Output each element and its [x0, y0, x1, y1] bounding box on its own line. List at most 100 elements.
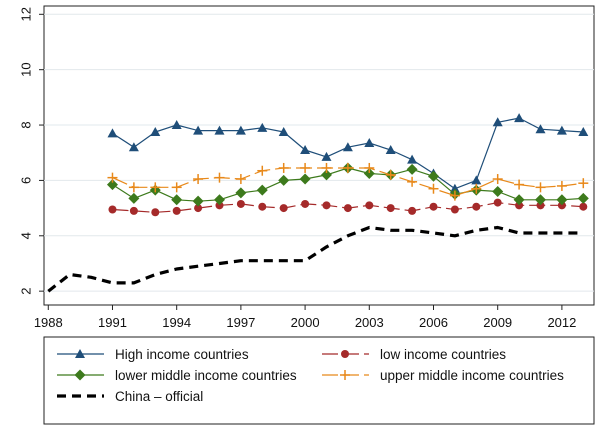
- plus-marker: [407, 176, 418, 187]
- x-tick-label: 2012: [547, 315, 576, 330]
- series-1: [108, 198, 588, 217]
- plus-marker: [385, 169, 396, 180]
- circle-marker: [493, 198, 502, 207]
- x-tick-label: 2006: [419, 315, 448, 330]
- triangle-marker: [535, 124, 546, 134]
- y-tick-label: 10: [18, 62, 33, 76]
- plus-marker: [193, 174, 204, 185]
- triangle-marker: [257, 122, 268, 132]
- legend-box: [43, 336, 595, 425]
- diamond-marker: [192, 195, 204, 207]
- y-tick-label: 6: [18, 177, 33, 184]
- x-tick-label: 2000: [291, 315, 320, 330]
- diamond-marker: [213, 194, 225, 206]
- x-tick-label: 1988: [34, 315, 63, 330]
- plus-marker: [364, 162, 375, 173]
- triangle-marker: [128, 142, 139, 152]
- triangle-marker: [107, 128, 118, 138]
- axis-layer: 2 4 6 8 10 12 1988 1991 1994 1997 2000 2003 2006 2009…: [18, 7, 576, 330]
- plus-marker: [578, 178, 589, 189]
- plus-marker: [535, 182, 546, 193]
- circle-marker: [536, 201, 545, 210]
- circle-marker: [215, 201, 224, 210]
- triangle-marker: [150, 126, 161, 136]
- plus-marker: [214, 172, 225, 183]
- plus-marker: [300, 162, 311, 173]
- diamond-marker: [74, 369, 86, 381]
- circle-marker: [129, 206, 138, 215]
- plus-marker: [514, 179, 525, 190]
- triangle-marker: [407, 154, 418, 164]
- legend-label: upper middle income countries: [380, 368, 564, 383]
- grid-layer: [44, 13, 594, 292]
- triangle-marker: [556, 125, 567, 135]
- diamond-marker: [363, 167, 375, 179]
- circle-marker: [108, 205, 117, 214]
- series-4: [47, 225, 584, 293]
- legend-item-2: lower middle income countries: [57, 368, 297, 383]
- diamond-marker: [320, 169, 332, 181]
- diamond-marker: [171, 194, 183, 206]
- circle-marker: [408, 206, 417, 215]
- diamond-marker: [278, 174, 290, 186]
- x-tick-label: 2003: [355, 315, 384, 330]
- x-tick-label: 1991: [98, 315, 127, 330]
- triangle-marker: [75, 349, 85, 358]
- diamond-marker: [534, 194, 546, 206]
- x-tick-label: 2009: [483, 315, 512, 330]
- triangle-marker: [514, 113, 525, 123]
- plus-marker: [171, 182, 182, 193]
- diamond-marker: [128, 192, 140, 204]
- legend-label: lower middle income countries: [115, 368, 297, 383]
- triangle-marker: [321, 151, 332, 161]
- diamond-marker: [577, 192, 589, 204]
- plus-marker: [342, 162, 353, 173]
- circle-marker: [322, 201, 331, 210]
- plus-marker: [150, 182, 161, 193]
- plus-marker: [428, 183, 439, 194]
- plus-marker: [471, 183, 482, 194]
- circle-marker: [579, 202, 588, 211]
- legend-label: China – official: [115, 389, 203, 404]
- plus-marker: [556, 180, 567, 191]
- triangle-marker: [492, 117, 503, 127]
- plus-marker: [449, 190, 460, 201]
- triangle-marker: [300, 144, 311, 154]
- circle-marker: [450, 205, 459, 214]
- diamond-marker: [106, 179, 118, 191]
- triangle-marker: [342, 142, 353, 152]
- series-layer: [47, 113, 589, 293]
- circle-marker: [258, 202, 267, 211]
- circle-marker: [557, 201, 566, 210]
- circle-marker: [151, 208, 160, 217]
- circle-marker: [172, 206, 181, 215]
- circle-marker: [386, 204, 395, 213]
- circle-marker: [472, 202, 481, 211]
- diamond-marker: [556, 194, 568, 206]
- circle-marker: [365, 201, 374, 210]
- circle-marker: [301, 199, 310, 208]
- legend-item-0: High income countries: [57, 347, 249, 362]
- diamond-marker: [492, 185, 504, 197]
- plus-marker: [107, 172, 118, 183]
- diamond-marker: [513, 194, 525, 206]
- diamond-marker: [427, 170, 439, 182]
- series-3: [107, 162, 589, 201]
- circle-marker: [194, 204, 203, 213]
- y-tick-label: 4: [18, 232, 33, 239]
- triangle-marker: [214, 125, 225, 135]
- x-tick-label: 1997: [226, 315, 255, 330]
- triangle-marker: [364, 138, 375, 148]
- triangle-marker: [578, 126, 589, 136]
- legend-label: low income countries: [380, 347, 506, 362]
- plus-marker: [340, 370, 350, 380]
- diamond-marker: [235, 187, 247, 199]
- diamond-marker: [256, 184, 268, 196]
- triangle-marker: [171, 120, 182, 130]
- circle-marker: [236, 199, 245, 208]
- triangle-marker: [449, 183, 460, 193]
- plus-marker: [492, 174, 503, 185]
- triangle-marker: [235, 125, 246, 135]
